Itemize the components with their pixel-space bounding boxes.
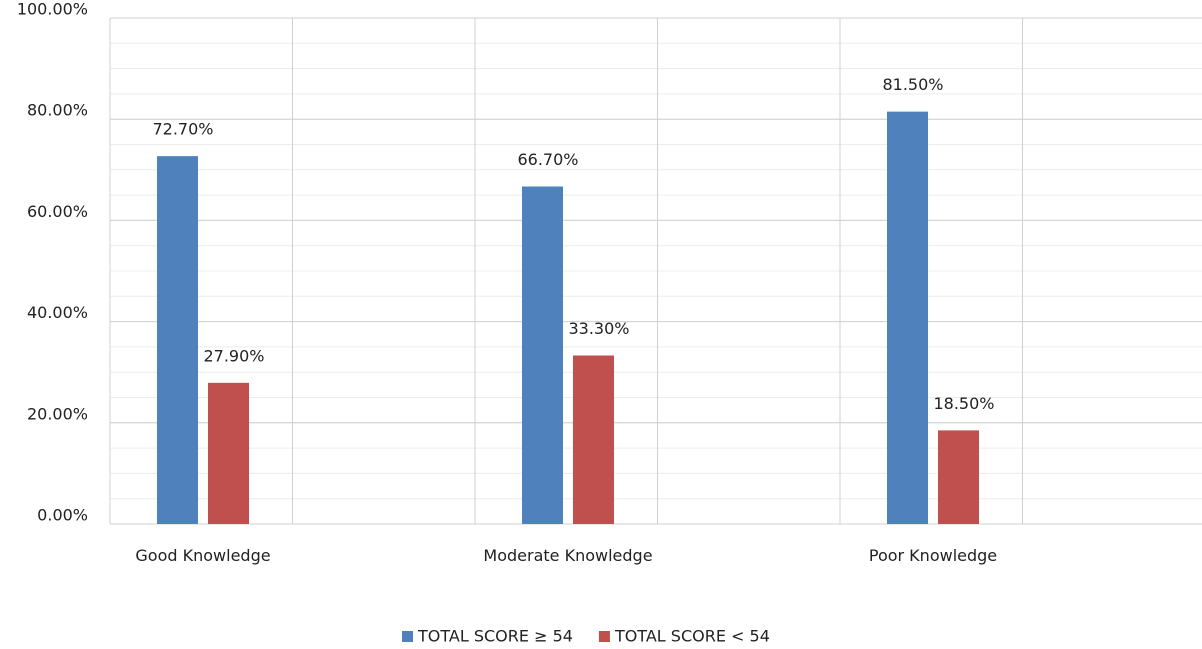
y-tick-label: 40.00% bbox=[27, 303, 88, 322]
bar bbox=[157, 156, 198, 524]
x-tick-label: Poor Knowledge bbox=[868, 546, 998, 565]
value-label: 72.70% bbox=[152, 120, 213, 139]
y-tick-label: 80.00% bbox=[27, 101, 88, 120]
value-label: 33.30% bbox=[568, 319, 629, 338]
y-tick-label: 60.00% bbox=[27, 202, 88, 221]
value-label: 27.90% bbox=[203, 346, 264, 365]
x-tick-label: Moderate Knowledge bbox=[483, 546, 653, 565]
y-tick-label: 20.00% bbox=[27, 404, 88, 423]
value-label: 81.50% bbox=[882, 75, 943, 94]
legend-label: TOTAL SCORE ≥ 54 bbox=[417, 627, 573, 646]
x-tick-label: Good Knowledge bbox=[135, 546, 271, 565]
bar bbox=[208, 382, 249, 524]
legend-swatch bbox=[598, 631, 610, 642]
bar bbox=[887, 111, 928, 525]
legend-swatch bbox=[402, 631, 413, 642]
value-label: 18.50% bbox=[933, 394, 994, 413]
legend-label: TOTAL SCORE < 54 bbox=[614, 627, 770, 646]
y-tick-label: 100.00% bbox=[17, 0, 88, 19]
value-label: 66.70% bbox=[517, 150, 578, 169]
y-tick-label: 0.00% bbox=[37, 506, 88, 525]
bar bbox=[938, 430, 979, 524]
bar bbox=[573, 355, 614, 524]
bar bbox=[522, 186, 563, 525]
